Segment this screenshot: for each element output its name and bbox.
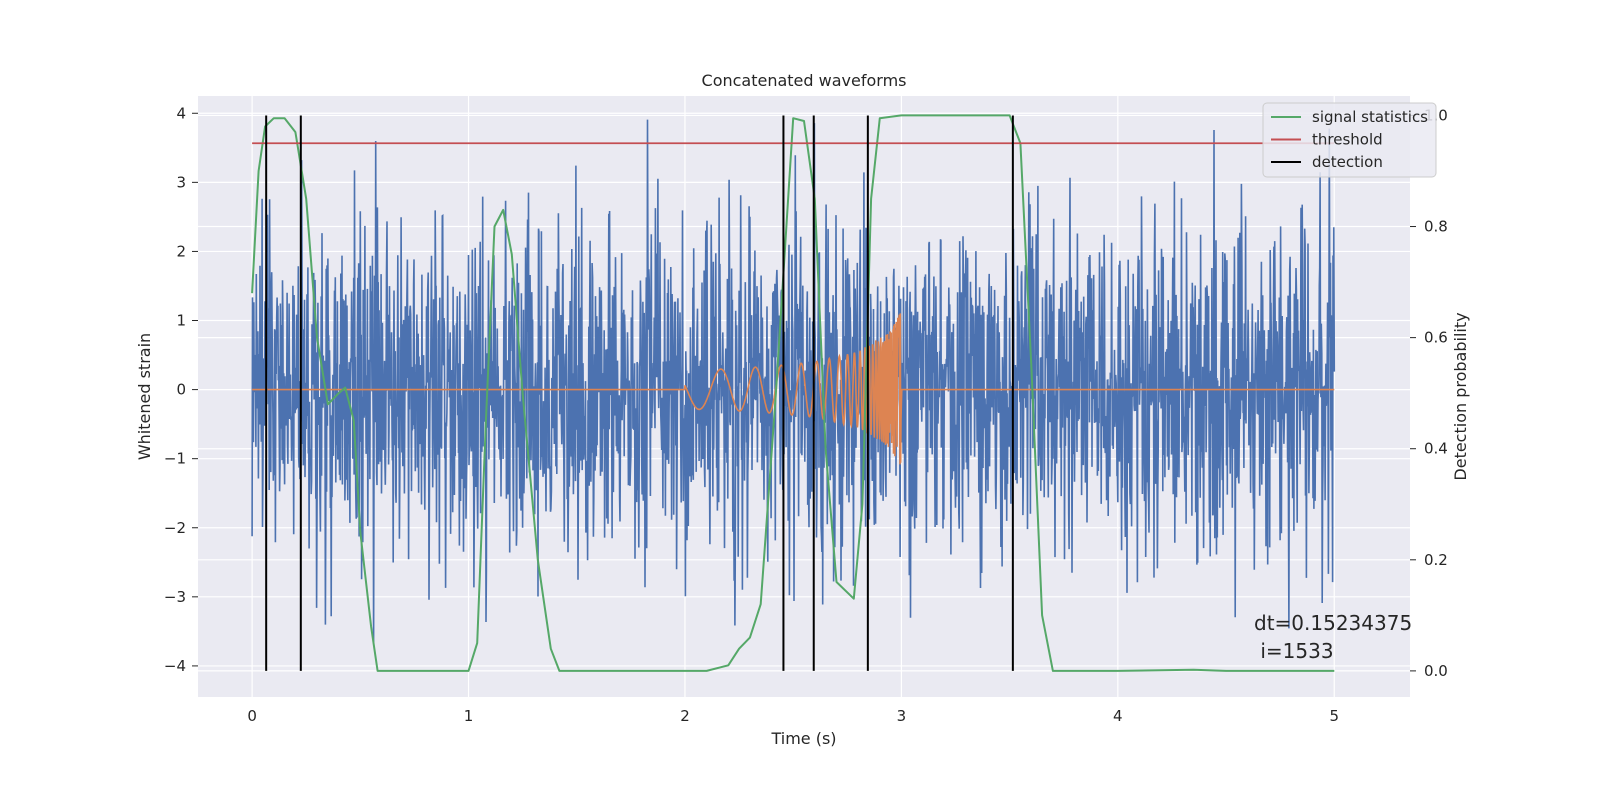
series-layer: [251, 114, 1336, 672]
annotation-dt: dt=0.15234375: [1254, 611, 1412, 635]
legend-label-threshold: threshold: [1312, 131, 1383, 149]
x-tick-label: 2: [680, 707, 690, 725]
y-tick-label: 2: [176, 242, 186, 260]
chart-title: Concatenated waveforms: [702, 71, 907, 90]
y-tick-label: 3: [176, 173, 186, 191]
y2-tick-label: 0.4: [1424, 440, 1448, 458]
annotation-index: i=1533: [1254, 639, 1334, 663]
y-tick-label: 0: [176, 381, 186, 399]
y2-tick-label: 0.6: [1424, 329, 1448, 347]
y2-tick-label: 0.0: [1424, 662, 1448, 680]
legend-box: [1262, 102, 1437, 178]
y-tick-label: −2: [164, 519, 186, 537]
x-tick-label: 5: [1329, 707, 1339, 725]
x-tick-label: 1: [464, 707, 474, 725]
x-axis-label: Time (s): [770, 729, 836, 748]
x-tick-label: 4: [1113, 707, 1123, 725]
y-tick-label: −1: [164, 450, 186, 468]
y-tick-label: −4: [164, 657, 186, 675]
y-tick-label: 4: [176, 104, 186, 122]
x-tick-label: 0: [247, 707, 257, 725]
y-axis-label: Whitened strain: [135, 333, 154, 460]
y2-tick-label: 0.8: [1424, 218, 1448, 236]
y-tick-label: −3: [164, 588, 186, 606]
template-series: [252, 313, 1335, 465]
y2-axis-label: Detection probability: [1451, 312, 1470, 480]
y2-tick-label: 0.2: [1424, 551, 1448, 569]
x-tick-label: 3: [897, 707, 907, 725]
y-tick-label: 1: [176, 312, 186, 330]
legend-label-detection: detection: [1312, 153, 1383, 171]
legend-label-signal-statistics: signal statistics: [1312, 108, 1428, 126]
signal-statistics-series: [251, 114, 1335, 672]
legend: signal statistics threshold detection: [1262, 102, 1437, 178]
